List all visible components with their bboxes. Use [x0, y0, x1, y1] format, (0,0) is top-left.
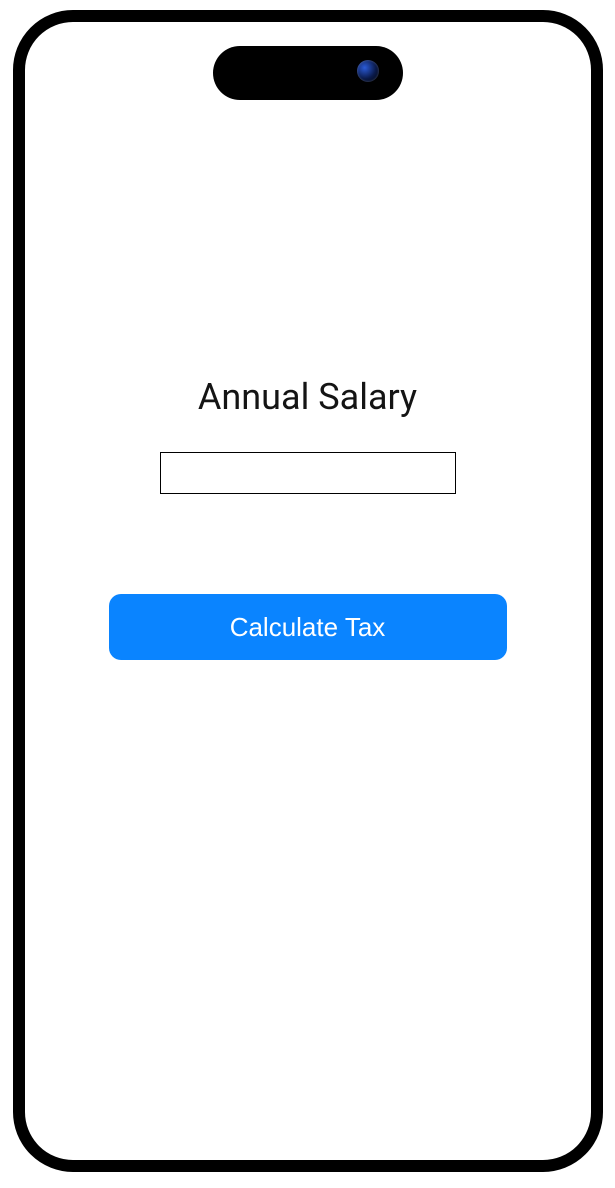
salary-label: Annual Salary [198, 376, 417, 418]
salary-input[interactable] [160, 452, 456, 494]
app-screen: Annual Salary Calculate Tax [25, 22, 591, 1160]
calculate-tax-button[interactable]: Calculate Tax [109, 594, 507, 660]
phone-frame: Annual Salary Calculate Tax [13, 10, 603, 1172]
